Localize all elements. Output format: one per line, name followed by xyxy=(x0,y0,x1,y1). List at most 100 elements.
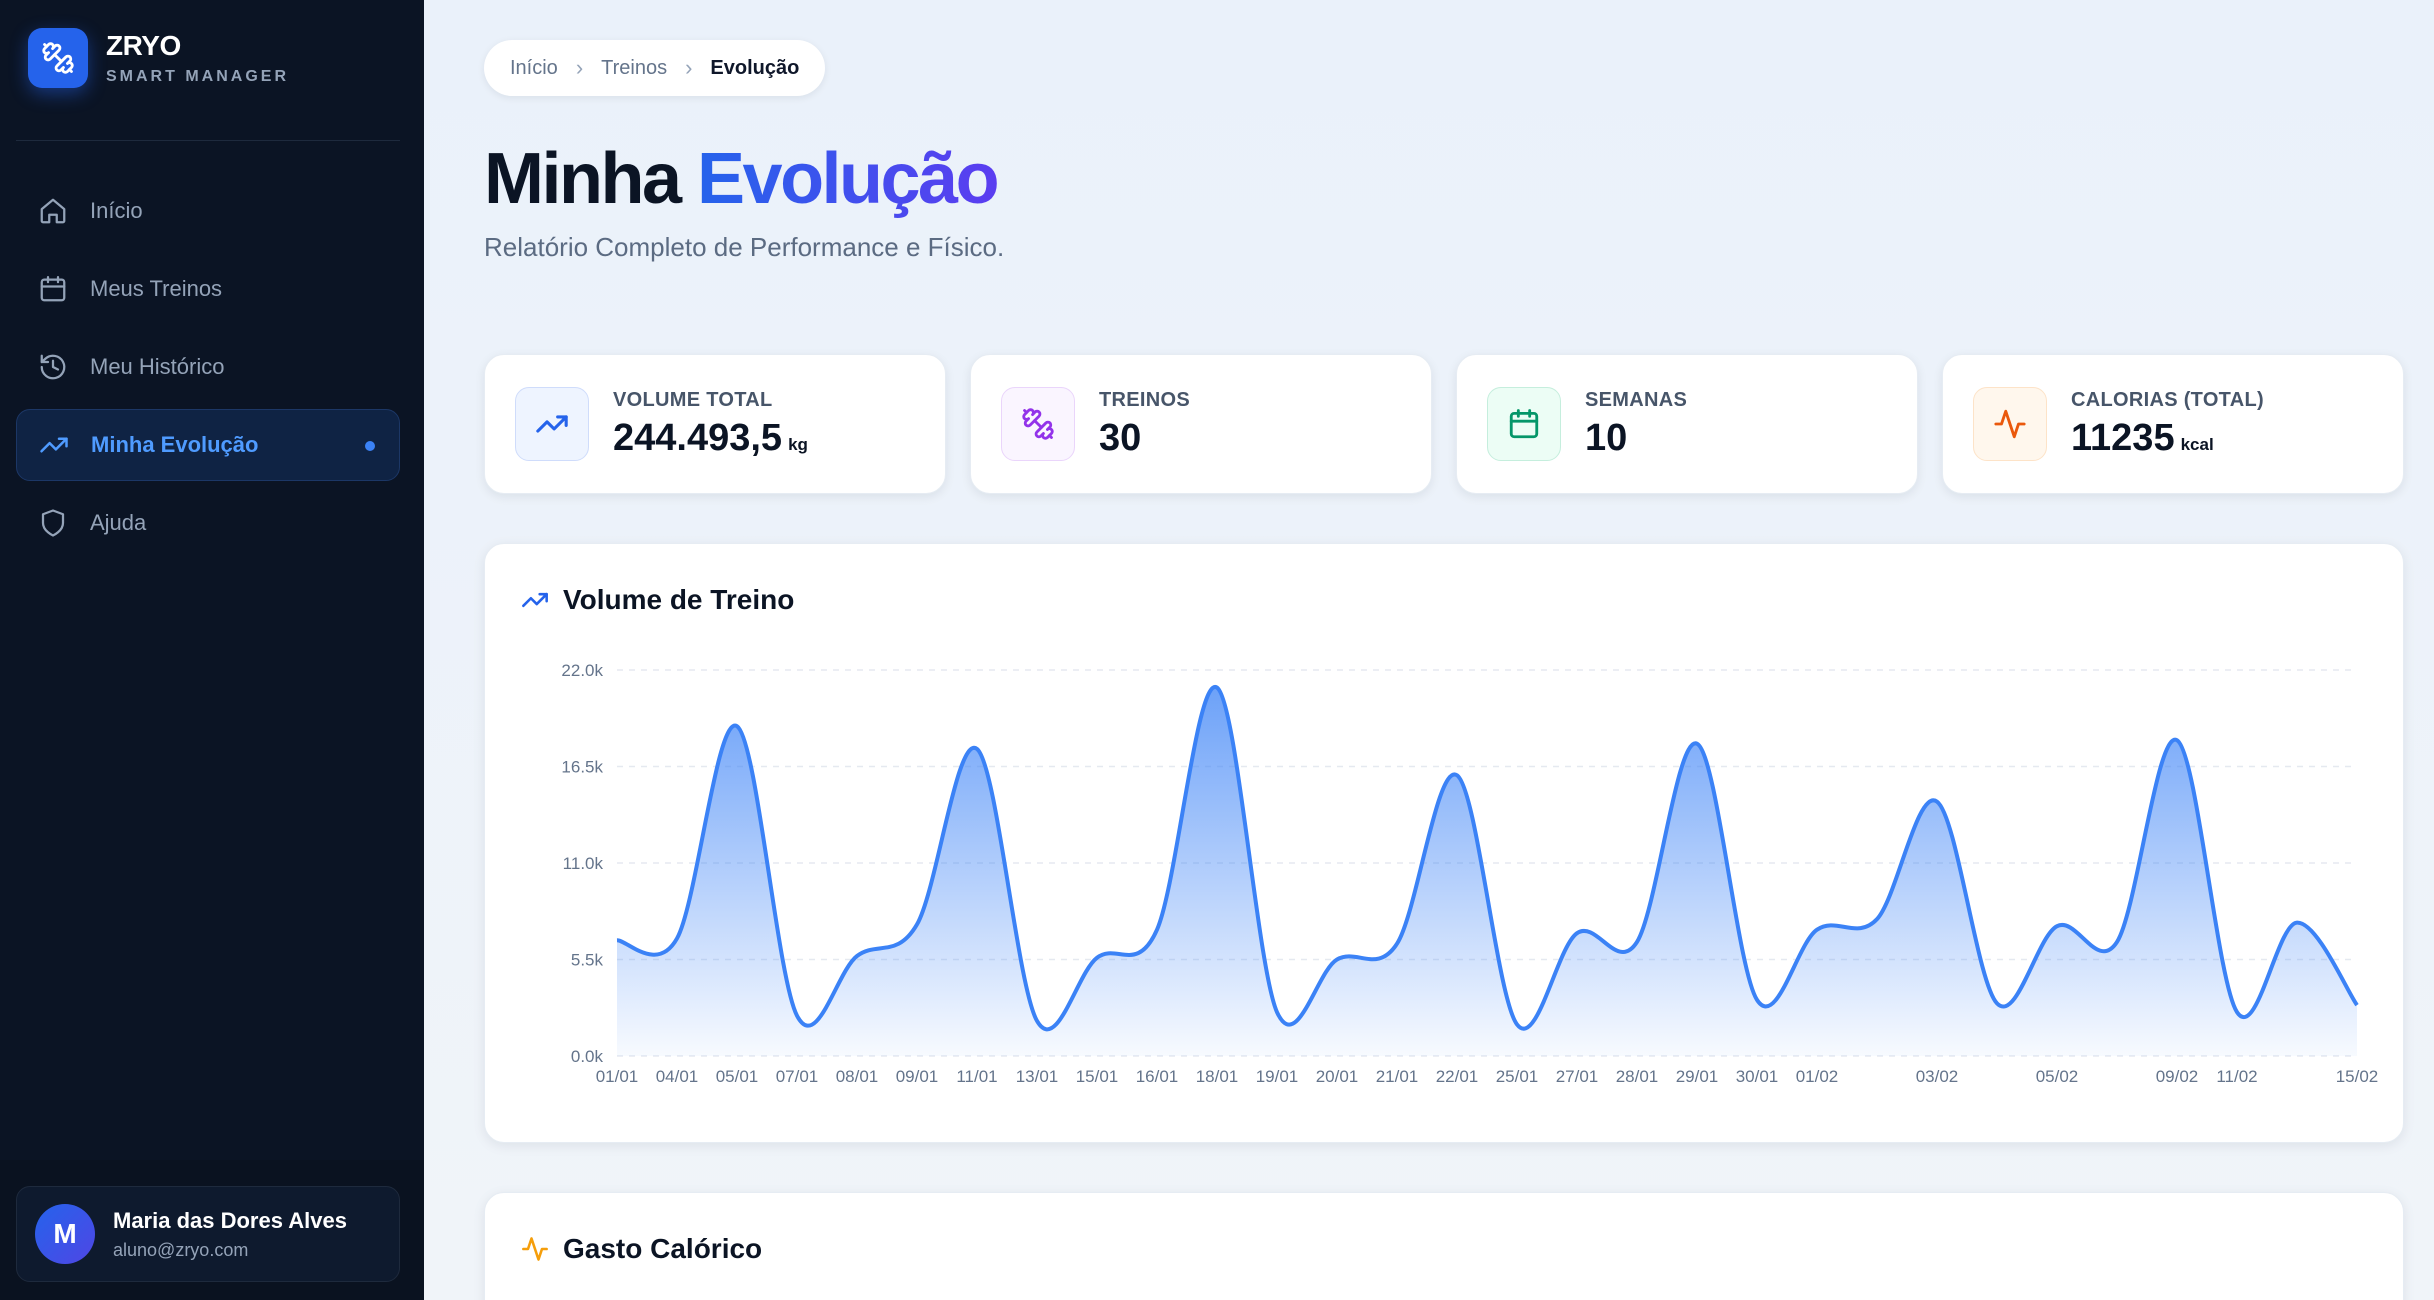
x-tick-label: 29/01 xyxy=(1676,1067,1719,1086)
y-tick-label: 16.5k xyxy=(561,758,603,777)
chevron-right-icon: › xyxy=(575,55,584,80)
data-point[interactable] xyxy=(731,720,743,732)
stat-value: 244.493,5 kg xyxy=(613,417,808,460)
sidebar-item-minha-evolucao[interactable]: Minha Evolução xyxy=(16,409,400,481)
breadcrumb-link-treinos[interactable]: Treinos xyxy=(601,56,668,79)
sidebar-item-label: Meu Histórico xyxy=(90,354,225,379)
x-tick-label: 27/01 xyxy=(1556,1067,1599,1086)
avatar: M xyxy=(35,1204,95,1264)
active-indicator-dot xyxy=(365,441,375,451)
x-tick-label: 11/01 xyxy=(956,1067,997,1086)
x-tick-label: 25/01 xyxy=(1496,1067,1539,1086)
card-title-text: Volume de Treino xyxy=(563,584,795,615)
data-point[interactable] xyxy=(1331,954,1343,966)
data-point[interactable] xyxy=(1691,738,1703,750)
data-point[interactable] xyxy=(1511,1018,1523,1030)
x-tick-label: 15/02 xyxy=(2336,1067,2379,1086)
stat-unit: kcal xyxy=(2180,435,2214,454)
sidebar-item-label: Ajuda xyxy=(90,510,147,535)
sidebar-item-label: Início xyxy=(90,198,143,223)
sidebar-item-meu-historico[interactable]: Meu Histórico xyxy=(16,331,400,403)
brand-name: ZRYO xyxy=(106,30,181,61)
x-tick-label: 30/01 xyxy=(1736,1067,1779,1086)
main-content: Início › Treinos › Evolução Minha Evoluç… xyxy=(424,0,2434,1300)
data-point[interactable] xyxy=(611,934,623,946)
breadcrumb: Início › Treinos › Evolução xyxy=(484,40,826,96)
user-email: aluno@zryo.com xyxy=(113,1239,249,1260)
home-icon xyxy=(40,198,66,224)
page-title-accent: Evolução xyxy=(697,139,1000,219)
sidebar-item-inicio[interactable]: Início xyxy=(16,175,400,247)
data-point[interactable] xyxy=(1931,796,1943,808)
data-point[interactable] xyxy=(2231,1006,2243,1018)
y-tick-label: 22.0k xyxy=(561,661,603,680)
page-title-main: Minha xyxy=(484,139,682,219)
sidebar-item-label: Minha Evolução xyxy=(91,432,259,457)
sidebar-divider xyxy=(16,140,400,141)
user-profile-card[interactable]: M Maria das Dores Alves aluno@zryo.com xyxy=(16,1186,400,1282)
brand-subtitle: SMART MANAGER xyxy=(106,68,289,85)
calendar-icon xyxy=(40,276,66,302)
x-tick-label: 11/02 xyxy=(2216,1067,2257,1086)
data-point[interactable] xyxy=(1871,913,1883,925)
history-icon xyxy=(40,354,66,380)
x-tick-label: 13/01 xyxy=(1016,1067,1059,1086)
y-tick-label: 5.5k xyxy=(571,951,604,970)
x-tick-label: 19/01 xyxy=(1256,1067,1299,1086)
trending-up-icon xyxy=(40,437,68,453)
x-tick-label: 05/02 xyxy=(2036,1067,2079,1086)
card-title-text: Gasto Calórico xyxy=(563,1233,763,1264)
data-point[interactable] xyxy=(971,743,983,755)
activity-icon xyxy=(1973,387,2047,461)
stat-value: 30 xyxy=(1099,417,1142,459)
x-tick-label: 09/02 xyxy=(2156,1067,2199,1086)
stat-card-calorias: CALORIAS (TOTAL) 11235 kcal xyxy=(1942,354,2404,494)
data-point[interactable] xyxy=(2111,936,2123,948)
stat-label: SEMANAS xyxy=(1585,389,1688,411)
breadcrumb-current: Evolução xyxy=(710,56,800,79)
activity-icon xyxy=(522,1237,548,1261)
stat-unit: kg xyxy=(788,435,808,454)
data-point[interactable] xyxy=(851,950,863,962)
stat-label: TREINOS xyxy=(1099,389,1190,411)
volume-chart-card: Volume de Treino 0.0k 5.5k 11.0k 16.5k 22.0k… xyxy=(484,543,2404,1143)
volume-chart[interactable]: 0.0k 5.5k 11.0k 16.5k 22.0k 01/01 04/01 05/01 0… xyxy=(485,544,2405,1144)
data-point[interactable] xyxy=(1571,927,1583,939)
data-point[interactable] xyxy=(1091,952,1103,964)
volume-area xyxy=(617,686,2357,1056)
data-point[interactable] xyxy=(1811,924,1823,936)
data-point[interactable] xyxy=(911,918,923,930)
data-point[interactable] xyxy=(1391,938,1403,950)
data-point[interactable] xyxy=(1271,1006,1283,1018)
x-tick-label: 08/01 xyxy=(836,1067,879,1086)
breadcrumb-link-inicio[interactable]: Início xyxy=(510,56,558,79)
data-point[interactable] xyxy=(2351,999,2363,1011)
data-point[interactable] xyxy=(1151,924,1163,936)
shield-icon xyxy=(41,509,65,537)
stat-number: 244.493,5 xyxy=(613,417,783,459)
data-point[interactable] xyxy=(2051,920,2063,932)
data-point[interactable] xyxy=(2171,734,2183,746)
data-point[interactable] xyxy=(671,932,683,944)
x-tick-label: 16/01 xyxy=(1136,1067,1179,1086)
x-tick-label: 01/02 xyxy=(1796,1067,1839,1086)
data-point[interactable] xyxy=(2291,917,2303,929)
data-point[interactable] xyxy=(1451,769,1463,781)
trending-up-icon xyxy=(522,592,548,608)
sidebar-item-meus-treinos[interactable]: Meus Treinos xyxy=(16,253,400,325)
sidebar: ZRYO SMART MANAGER Início Meus Treinos M… xyxy=(0,0,424,1300)
data-point[interactable] xyxy=(1631,936,1643,948)
calorie-chart-card: Gasto Calórico xyxy=(484,1192,2404,1300)
data-point[interactable] xyxy=(1211,682,1223,694)
data-point[interactable] xyxy=(1991,997,2003,1009)
data-point[interactable] xyxy=(1751,994,1763,1006)
data-point[interactable] xyxy=(1031,1015,1043,1027)
y-tick-label: 11.0k xyxy=(563,854,604,873)
x-tick-label: 05/01 xyxy=(716,1067,759,1086)
x-tick-label: 18/01 xyxy=(1196,1067,1239,1086)
data-point[interactable] xyxy=(791,1010,803,1022)
sidebar-item-ajuda[interactable]: Ajuda xyxy=(16,487,400,559)
page-title: Minha Evolução xyxy=(484,138,1000,220)
stat-value: 11235 kcal xyxy=(2071,417,2214,460)
brand[interactable]: ZRYO SMART MANAGER xyxy=(28,28,289,88)
